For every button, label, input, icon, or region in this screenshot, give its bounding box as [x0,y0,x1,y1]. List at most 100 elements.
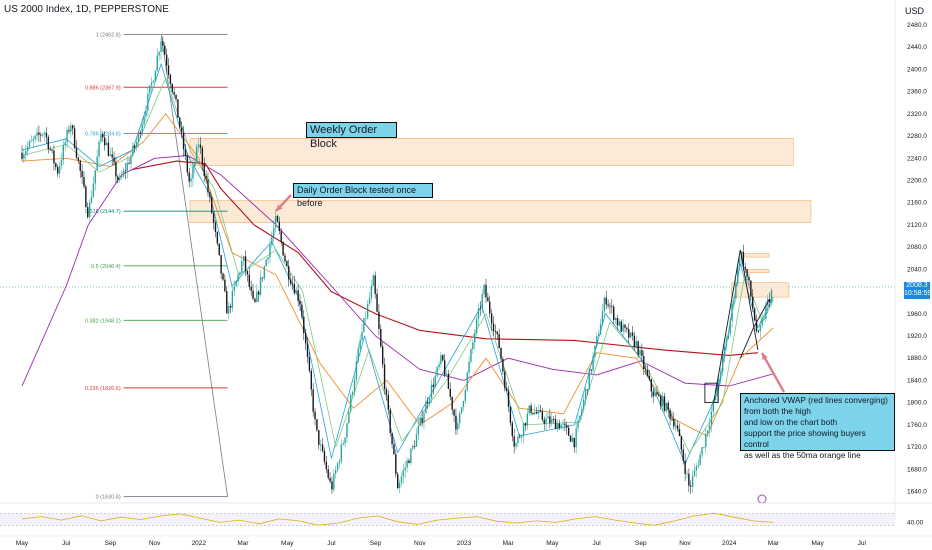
candle-body [26,146,29,152]
candle-body [526,413,529,426]
candle-body [524,423,527,426]
candle-body [552,418,555,420]
candle-body [628,329,630,338]
candle-body [145,111,147,117]
candle-body [55,163,57,168]
price-tick-label: 2320.0 [907,111,927,118]
candle-body [179,117,181,128]
candle-body [458,413,461,424]
candle-body [442,355,444,361]
candle-body [366,304,369,318]
candle-body [186,155,189,173]
zone-upper-box-3 [731,282,790,298]
candle-body [492,323,495,332]
candle-body [56,167,59,174]
candle-body [32,139,34,141]
candle-body [603,297,606,312]
candle-body [727,333,730,340]
candle-body [338,461,341,464]
candle-body [98,141,100,157]
candle-body [308,357,311,371]
candle-body [218,243,220,256]
candle-body [637,341,639,355]
candle-body [710,411,713,425]
candle-body [723,346,726,355]
candle-body [436,367,438,376]
candle-body [496,331,498,335]
candle-body [656,392,658,395]
candle-body [528,405,530,414]
candle-body [479,308,482,310]
candle-body [648,375,651,380]
candle-body [333,473,335,490]
candle-body [361,331,363,341]
candle-body [744,266,746,270]
candle-body [588,369,591,390]
candle-body [590,369,592,371]
candle-body [120,176,123,178]
candle-body [391,432,393,445]
candle-body [490,313,493,324]
candle-body [596,335,598,346]
candle-body [41,134,44,136]
candle-body [312,389,314,412]
candle-body [457,423,459,430]
vwap-note[interactable]: Anchored VWAP (red lines converging) fro… [740,393,895,460]
candle-body [498,334,500,348]
order-block-zones [0,137,895,298]
time-tick-label: Jul [62,540,71,547]
candle-body [316,419,318,431]
candle-body [400,476,403,483]
time-tick-label: Mar [768,540,780,547]
vwap-arrow-shaft [760,352,786,393]
time-tick-label: Jul [858,540,867,547]
candle-body [522,423,525,436]
price-tick-label: 2480.0 [907,22,927,29]
candle-body [750,280,752,297]
candle-body [697,465,699,467]
fib-level-label: 0.236 (1826.6) [85,386,121,392]
price-tick-label: 2280.0 [907,133,927,140]
candle-body [624,324,626,328]
candle-body [398,482,401,489]
candle-body [227,306,230,314]
current-price-tag[interactable]: 2008.3 10:58:59 [904,282,931,299]
candle-body [137,132,140,143]
weekly-order-block-label[interactable]: Weekly Order Block [306,122,397,150]
candle-body [231,290,234,308]
currency-label: USD [904,6,924,16]
candle-body [64,142,66,146]
candle-body [633,335,636,347]
candle-body [83,177,85,187]
candle-body [331,481,333,490]
current-price-value: 2008.3 [906,282,928,289]
price-tick-label: 1800.0 [907,400,927,407]
annotation-arrows [275,194,786,504]
candle-body [60,160,63,166]
candle-body [520,435,523,437]
candle-body [96,156,98,171]
candle-body [693,470,696,477]
candle-body [135,142,138,148]
candle-body [412,446,414,449]
candle-body [682,449,684,461]
candle-body [81,170,83,178]
candle-body [513,436,515,447]
daily-order-block-label[interactable]: Daily Order Block tested once before [293,183,433,208]
candle-body [62,145,65,161]
candle-body [695,466,698,471]
candle-body [562,423,564,425]
candle-body [134,145,136,148]
candle-body [242,256,245,262]
candle-body [194,162,196,167]
price-series [21,36,773,495]
candle-body [451,396,453,410]
candle-body [158,51,160,56]
candle-body [248,274,250,287]
candle-body [303,316,305,334]
candle-body [735,283,737,299]
candle-body [113,157,115,163]
candle-body [402,470,405,477]
candle-body [475,318,478,334]
